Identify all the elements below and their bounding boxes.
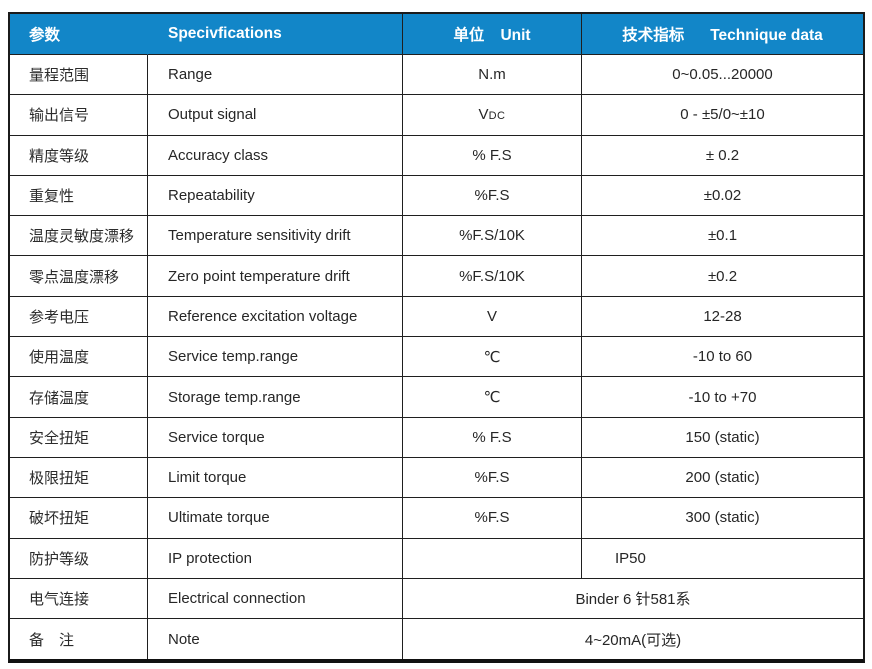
- param-en: Storage temp.range: [148, 377, 403, 418]
- spec-table-header: 参数 Specivfications 单位 Unit 技术指标 Technique …: [10, 14, 863, 55]
- table-row-service-temp: 使用温度 Service temp.range ℃ -10 to 60: [10, 337, 863, 378]
- table-row-ip-protection: 防护等级 IP protection IP50: [10, 538, 863, 579]
- unit-value: ℃: [403, 377, 582, 418]
- technique-value: 0 - ±5/0~±10: [582, 95, 863, 136]
- param-cn: 存储温度: [10, 377, 148, 418]
- param-cn: 温度灵敏度漂移: [10, 216, 148, 257]
- header-tech-cn: 技术指标: [622, 27, 685, 44]
- unit-value: [403, 538, 582, 579]
- param-en: Temperature sensitivity drift: [148, 216, 403, 257]
- param-en: IP protection: [148, 538, 403, 579]
- header-param-label: 参数: [29, 27, 61, 44]
- table-row-repeatability: 重复性 Repeatability %F.S ±0.02: [10, 175, 863, 217]
- param-cn: 防护等级: [10, 538, 148, 579]
- table-row-service-torque: 安全扭矩 Service torque % F.S 150 (static): [10, 417, 863, 458]
- param-en: Electrical connection: [148, 578, 403, 620]
- unit-value: V: [403, 296, 582, 338]
- table-row-limit-torque: 极限扭矩 Limit torque %F.S 200 (static): [10, 457, 863, 499]
- param-cn: 重复性: [10, 175, 148, 217]
- technique-value: IP50: [582, 539, 863, 579]
- param-cn: 使用温度: [10, 337, 148, 378]
- param-en: Service torque: [148, 417, 403, 458]
- table-row-reference-voltage: 参考电压 Reference excitation voltage V 12-2…: [10, 296, 863, 338]
- technique-value-merged: Binder 6 针581系: [403, 579, 863, 620]
- param-cn: 电气连接: [10, 578, 148, 620]
- param-en: Zero point temperature drift: [148, 256, 403, 297]
- technique-value-merged: 4~20mA(可选): [584, 631, 682, 649]
- technique-value: ±0.1: [582, 216, 863, 257]
- param-en: Service temp.range: [148, 337, 403, 378]
- table-row-note: 备 注 Note 4~20mA(可选): [10, 619, 863, 660]
- param-cn: 极限扭矩: [10, 457, 148, 499]
- header-specifications: Specivfications: [148, 14, 403, 55]
- technique-value: 12-28: [582, 297, 863, 338]
- header-row: 参数 Specivfications 单位 Unit 技术指标 Technique …: [10, 14, 863, 55]
- param-cn: 参考电压: [10, 296, 148, 338]
- table-row-range: 量程范围 Range N.m 0~0.05...20000: [10, 55, 863, 96]
- technique-value: -10 to +70: [582, 377, 863, 418]
- unit-value: %F.S: [403, 457, 582, 499]
- header-spec-label: Specivfications: [168, 25, 282, 42]
- unit-main: V: [478, 106, 489, 124]
- unit-value: VDC: [403, 95, 582, 136]
- param-cn: 输出信号: [10, 95, 148, 136]
- unit-value: %F.S/10K: [403, 256, 582, 297]
- param-cn: 精度等级: [10, 135, 148, 176]
- header-param: 参数: [10, 14, 148, 55]
- technique-value: 150 (static): [582, 418, 863, 458]
- spec-table: 参数 Specivfications 单位 Unit 技术指标 Technique …: [8, 12, 865, 664]
- table-row-temp-sensitivity-drift: 温度灵敏度漂移 Temperature sensitivity drift %F…: [10, 216, 863, 257]
- param-en: Limit torque: [148, 457, 403, 499]
- technique-value: -10 to 60: [582, 337, 863, 378]
- table-row-ultimate-torque: 破坏扭矩 Ultimate torque %F.S 300 (static): [10, 498, 863, 539]
- header-unit: 单位 Unit: [403, 14, 582, 55]
- unit-value: % F.S: [403, 417, 582, 458]
- table-row-storage-temp: 存储温度 Storage temp.range ℃ -10 to +70: [10, 377, 863, 418]
- param-cn: 破坏扭矩: [10, 498, 148, 539]
- unit-value: N.m: [403, 55, 582, 96]
- param-en: Ultimate torque: [148, 498, 403, 539]
- technique-value: ± 0.2: [582, 136, 863, 176]
- unit-value: % F.S: [403, 135, 582, 176]
- unit-subscript: DC: [488, 110, 506, 123]
- header-unit-en: Unit: [500, 27, 531, 44]
- header-unit-cn: 单位: [453, 27, 485, 44]
- technique-value: 200 (static): [582, 458, 863, 499]
- technique-value: 0~0.05...20000: [582, 55, 863, 96]
- param-en: Repeatability: [148, 175, 403, 217]
- param-en: Output signal: [148, 95, 403, 136]
- param-cn: 零点温度漂移: [10, 256, 148, 297]
- technique-value: ±0.2: [582, 256, 863, 297]
- table-row-accuracy: 精度等级 Accuracy class % F.S ± 0.2: [10, 135, 863, 176]
- param-cn: 备 注: [10, 619, 148, 660]
- header-tech-en: Technique data: [710, 27, 823, 44]
- spec-table-body: 量程范围 Range N.m 0~0.05...20000 输出信号 Outpu…: [10, 55, 863, 660]
- technique-value: ±0.02: [582, 176, 863, 217]
- param-cn: 安全扭矩: [10, 417, 148, 458]
- unit-value: %F.S: [403, 175, 582, 217]
- param-en: Reference excitation voltage: [148, 296, 403, 338]
- header-technique-data: 技术指标 Technique data: [582, 14, 863, 55]
- table-row-output-signal: 输出信号 Output signal VDC 0 - ±5/0~±10: [10, 95, 863, 136]
- unit-value: %F.S: [403, 498, 582, 539]
- unit-value: ℃: [403, 337, 582, 378]
- unit-value: %F.S/10K: [403, 216, 582, 257]
- technique-value: 300 (static): [582, 498, 863, 539]
- param-en: Range: [148, 55, 403, 96]
- param-en: Note: [148, 619, 403, 660]
- param-en: Accuracy class: [148, 135, 403, 176]
- table-row-electrical-connection: 电气连接 Electrical connection Binder 6 针581…: [10, 578, 863, 620]
- table-row-zero-point-drift: 零点温度漂移 Zero point temperature drift %F.S…: [10, 256, 863, 297]
- param-cn: 量程范围: [10, 55, 148, 96]
